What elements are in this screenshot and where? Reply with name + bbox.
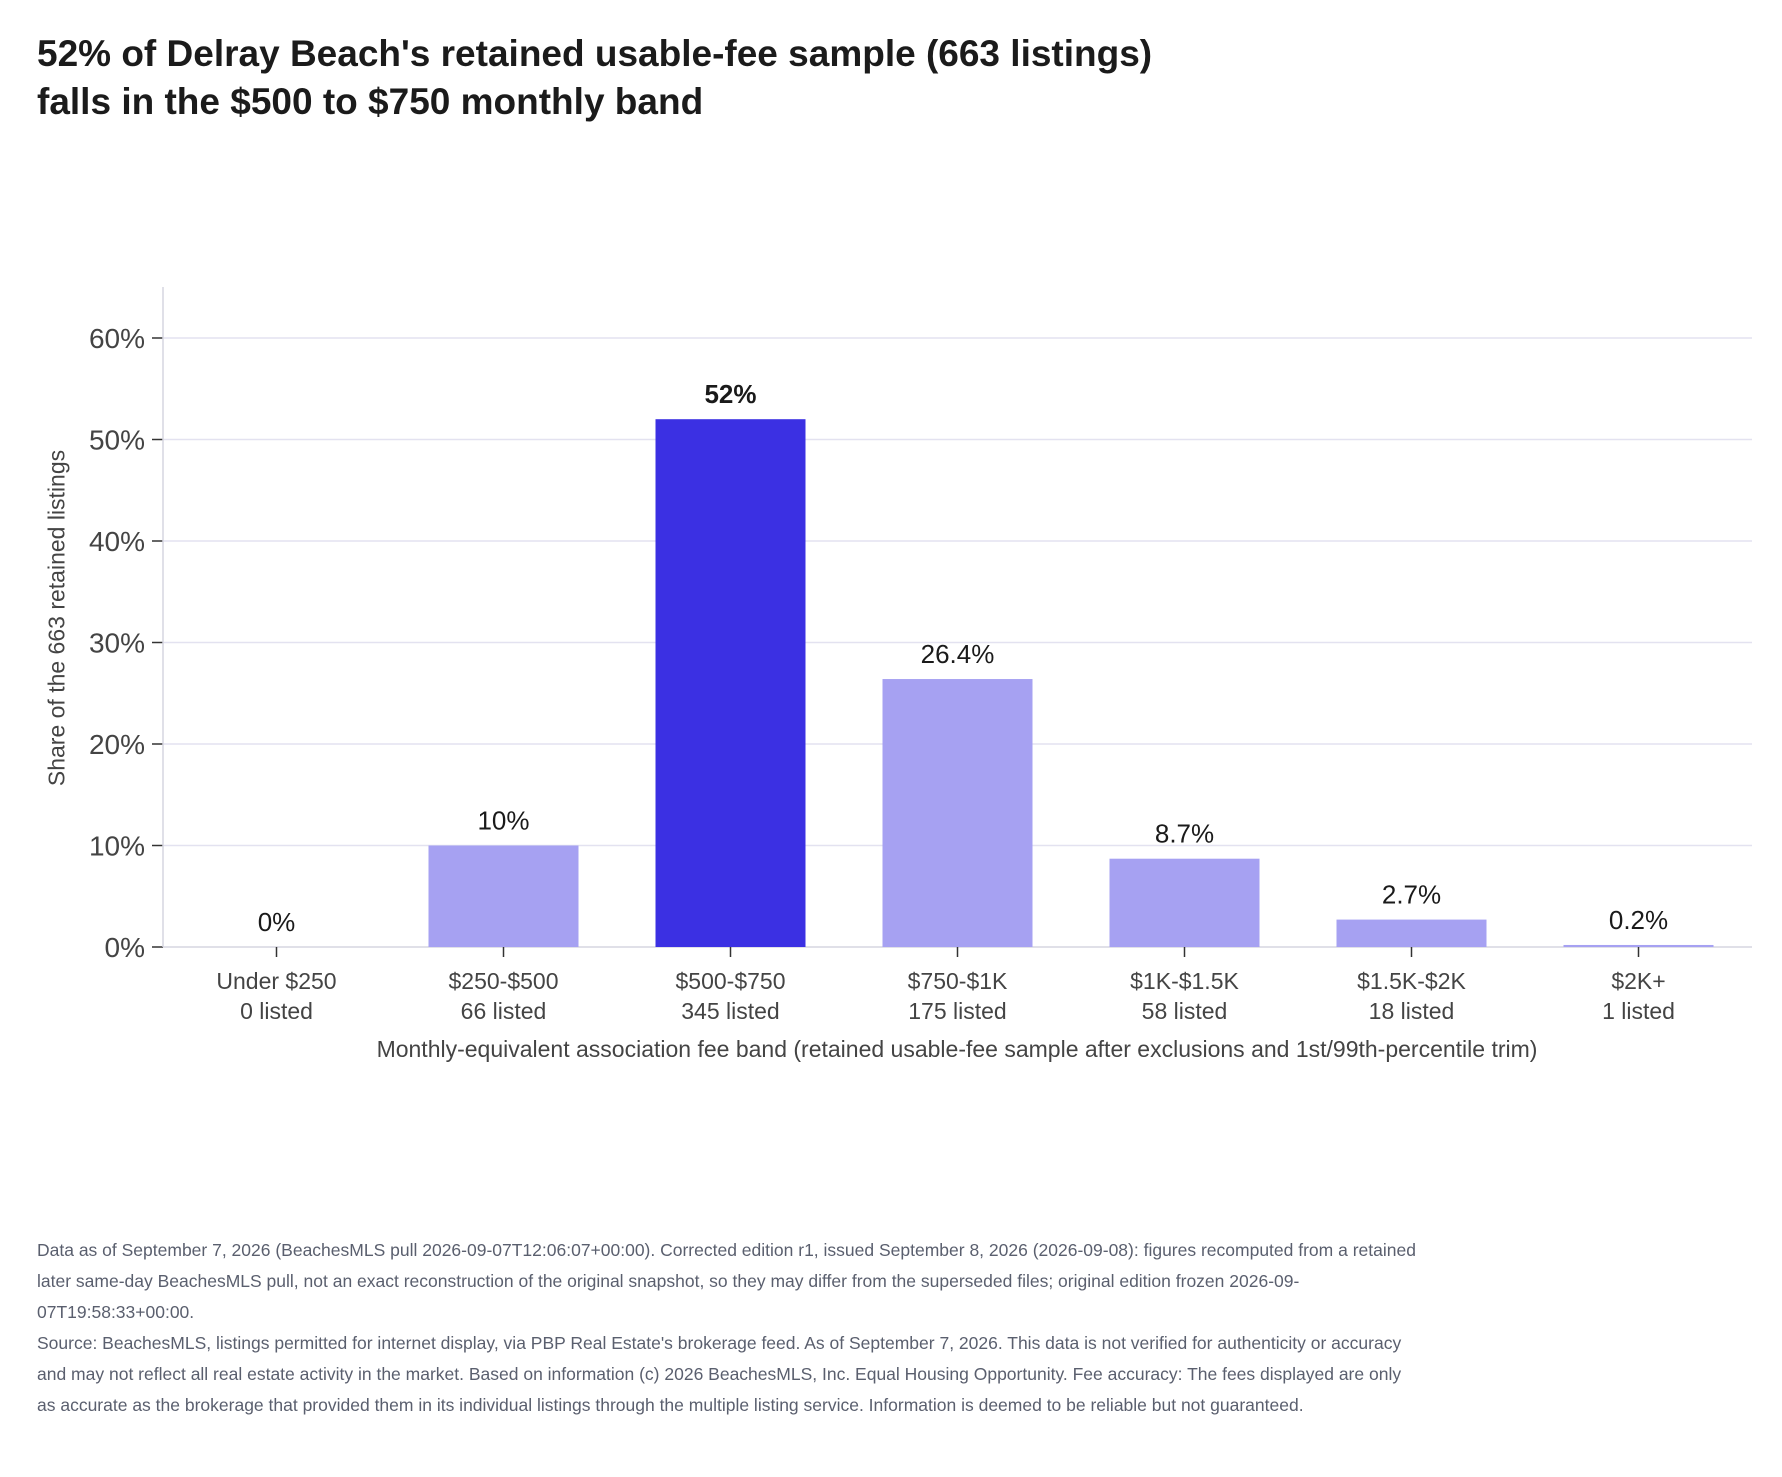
y-tick-label: 40% xyxy=(89,526,145,557)
x-tick-count-label: 66 listed xyxy=(461,998,547,1024)
y-tick-label: 30% xyxy=(89,628,145,659)
footnotes: Data as of September 7, 2026 (BeachesMLS… xyxy=(37,1235,1417,1421)
bar xyxy=(1563,944,1714,947)
x-tick-count-label: 0 listed xyxy=(240,998,313,1024)
bar-value-label: 26.4% xyxy=(921,639,995,669)
chart-title: 52% of Delray Beach's retained usable-fe… xyxy=(37,30,1437,126)
bar xyxy=(1109,858,1260,947)
chart-title-line-2: falls in the $500 to $750 monthly band xyxy=(37,81,704,122)
x-tick-label: $500-$750 xyxy=(676,968,786,994)
edition-note: Data as of September 7, 2026 (BeachesMLS… xyxy=(37,1240,1416,1322)
bar-value-label: 8.7% xyxy=(1155,819,1214,849)
y-axis-label: Share of the 663 retained listings xyxy=(43,449,70,787)
x-tick-count-label: 345 listed xyxy=(681,998,779,1024)
bar xyxy=(428,845,579,947)
bar xyxy=(1336,919,1487,947)
x-tick-label: $250-$500 xyxy=(449,968,559,994)
bar-value-label: 0% xyxy=(258,907,296,937)
bar-value-label: 10% xyxy=(477,806,529,836)
bar xyxy=(655,419,806,947)
x-tick-count-label: 175 listed xyxy=(908,998,1006,1024)
bar-value-label: 2.7% xyxy=(1382,880,1441,910)
source-note: Source: BeachesMLS, listings permitted f… xyxy=(37,1333,1402,1415)
y-tick-label: 0% xyxy=(105,932,145,963)
x-axis-label: Monthly-equivalent association fee band … xyxy=(376,1036,1538,1062)
y-tick-label: 50% xyxy=(89,425,145,456)
bar-value-label: 52% xyxy=(704,379,756,409)
y-tick-label: 60% xyxy=(89,323,145,354)
y-tick-label: 10% xyxy=(89,831,145,862)
x-tick-count-label: 1 listed xyxy=(1602,998,1675,1024)
y-tick-label: 20% xyxy=(89,729,145,760)
chart-title-line-1: 52% of Delray Beach's retained usable-fe… xyxy=(37,33,1153,74)
x-tick-count-label: 58 listed xyxy=(1142,998,1228,1024)
x-tick-label: Under $250 xyxy=(216,968,336,994)
x-tick-label: $1K-$1.5K xyxy=(1130,968,1239,994)
bar-value-label: 0.2% xyxy=(1609,905,1668,935)
x-tick-label: $750-$1K xyxy=(908,968,1008,994)
bar-chart: 0% 10% 20% 30% 40% 50% 60% 0% Under $250 0 listed… xyxy=(89,287,1752,1024)
x-tick-label: $2K+ xyxy=(1611,968,1665,994)
x-tick-count-label: 18 listed xyxy=(1369,998,1455,1024)
x-tick-label: $1.5K-$2K xyxy=(1357,968,1466,994)
bar xyxy=(882,679,1033,947)
